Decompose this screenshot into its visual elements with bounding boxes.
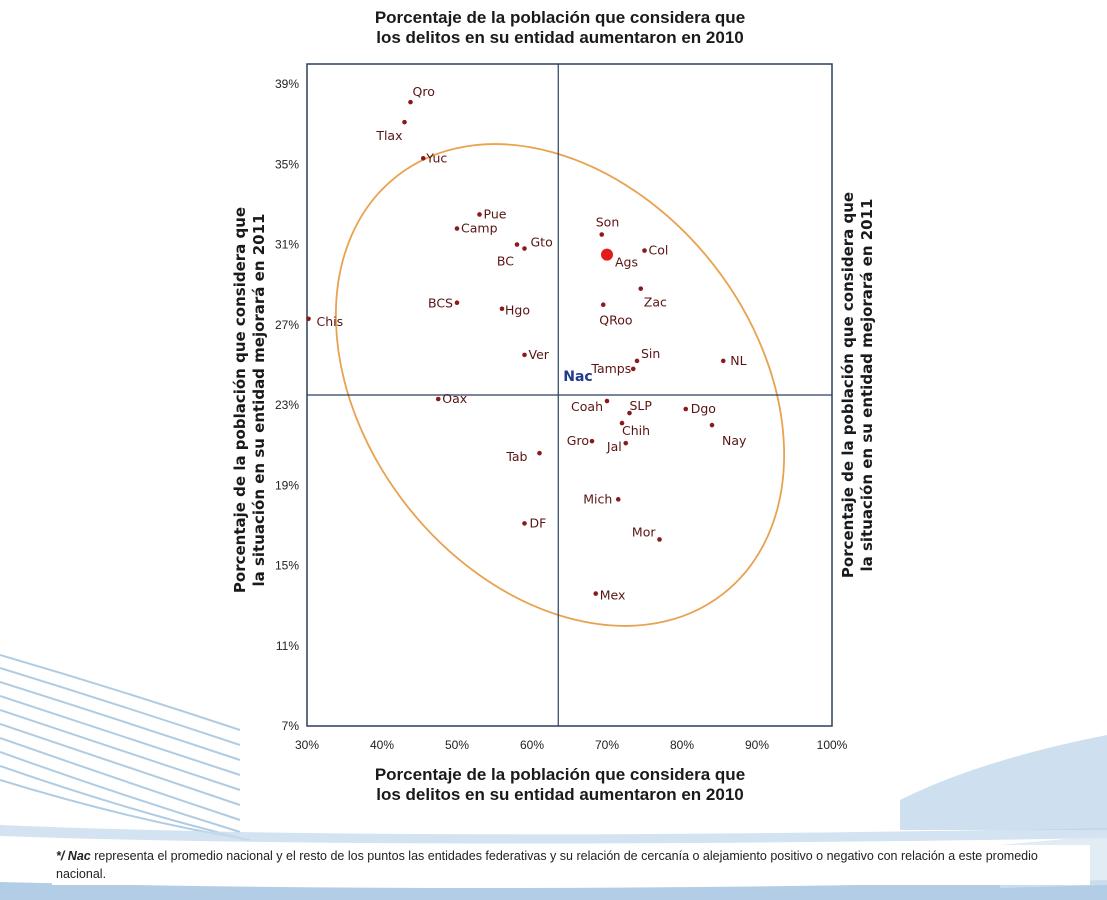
point-qro (408, 99, 413, 105)
y-tick-label: 39% (275, 77, 299, 91)
point-nay (709, 422, 715, 428)
point-qroo (600, 302, 606, 308)
footnote: */ Nac representa el promedio nacional y… (52, 845, 1090, 885)
point-label-mich: Mich (583, 491, 612, 506)
y-tick-label: 35% (275, 157, 299, 171)
point-label-bc: BC (497, 254, 514, 269)
y-tick-label: 19% (275, 478, 299, 492)
point-label-tamps: Tamps (590, 361, 631, 376)
point-label-bcs: BCS (428, 296, 453, 311)
point-mor (657, 537, 662, 542)
point-col (642, 248, 647, 253)
point-sin (634, 358, 640, 364)
point-yuc (420, 155, 426, 161)
x-tick-label: 40% (370, 738, 394, 752)
x-axis-title: Porcentaje de la población que considera… (250, 765, 870, 805)
x-axis-title-line-1: Porcentaje de la población que considera… (374, 765, 746, 784)
point-mich (615, 497, 621, 502)
point-bc (514, 242, 520, 247)
point-label-pue: Pue (484, 206, 507, 221)
point-label-mex: Mex (600, 588, 626, 603)
y-tick-label: 7% (282, 719, 300, 733)
point-ver (522, 352, 527, 358)
x-tick-label: 90% (745, 738, 769, 752)
point-mex (593, 591, 599, 596)
point-label-col: Col (649, 243, 669, 258)
point-label-qro: Qro (413, 84, 435, 99)
point-pue (477, 212, 482, 217)
point-label-dgo: Dgo (691, 401, 716, 416)
point-label-sin: Sin (641, 346, 660, 361)
point-oax (435, 396, 441, 402)
point-label-tlax: Tlax (375, 128, 402, 143)
y-tick-label: 23% (275, 398, 299, 412)
point-label-slp: SLP (630, 398, 653, 413)
point-label-camp: Camp (461, 220, 498, 235)
point-slp (627, 410, 632, 416)
point-label-ags: Ags (615, 255, 638, 270)
point-label-mor: Mor (632, 524, 656, 539)
point-tab (537, 450, 542, 456)
footnote-text: representa el promedio nacional y el res… (56, 849, 1038, 881)
point-jal (623, 440, 629, 446)
chart-title-line-2: los delitos en su entidad aumentaron en … (376, 28, 744, 47)
point-label-hgo: Hgo (505, 303, 530, 318)
point-label-tab: Tab (505, 449, 527, 464)
point-label-nay: Nay (722, 433, 747, 448)
point-gto (522, 246, 527, 251)
point-gro (589, 438, 595, 444)
x-tick-label: 60% (520, 738, 544, 752)
point-bcs (454, 300, 460, 306)
y-tick-label: 15% (275, 559, 299, 573)
point-label-oax: Oax (442, 391, 467, 406)
point-tlax (402, 119, 407, 125)
point-label-coah: Coah (571, 399, 603, 414)
y-tick-label: 31% (275, 238, 299, 252)
point-label-ver: Ver (529, 347, 550, 362)
point-hgo (499, 306, 505, 312)
point-chih (619, 420, 625, 426)
point-label-jal: Jal (606, 439, 622, 454)
point-tamps (630, 366, 636, 372)
point-son (599, 232, 605, 237)
x-tick-label: 30% (295, 738, 319, 752)
point-coah (604, 398, 610, 404)
point-label-nac: Nac (563, 369, 592, 385)
point-ags (601, 248, 613, 261)
y-tick-label: 11% (276, 639, 299, 653)
x-axis-title-line-2: los delitos en su entidad aumentaron en … (376, 785, 744, 804)
point-label-chih: Chih (622, 423, 650, 438)
point-label-yuc: Yuc (425, 150, 447, 165)
chart-title-line-1: Porcentaje de la población que considera… (374, 8, 746, 27)
point-label-df: DF (530, 515, 547, 530)
y-tick-label: 27% (275, 318, 299, 332)
point-label-nl: NL (730, 353, 746, 368)
point-label-son: Son (596, 215, 620, 230)
footnote-marker: */ Nac (56, 849, 91, 863)
x-tick-label: 70% (595, 738, 619, 752)
point-label-gro: Gro (567, 433, 589, 448)
point-label-chis: Chis (317, 314, 344, 329)
point-dgo (683, 406, 689, 412)
x-tick-label: 100% (817, 738, 848, 752)
point-camp (454, 226, 460, 231)
point-label-gto: Gto (531, 235, 553, 250)
point-zac (638, 286, 644, 291)
x-tick-label: 50% (445, 738, 469, 752)
chart-title: Porcentaje de la población que considera… (250, 8, 870, 48)
point-label-zac: Zac (644, 295, 667, 310)
x-tick-label: 80% (670, 738, 694, 752)
point-chis (306, 316, 311, 322)
point-nl (720, 358, 726, 364)
dispersion-ellipse (334, 143, 786, 627)
point-df (522, 521, 527, 526)
point-label-qroo: QRoo (599, 313, 632, 328)
